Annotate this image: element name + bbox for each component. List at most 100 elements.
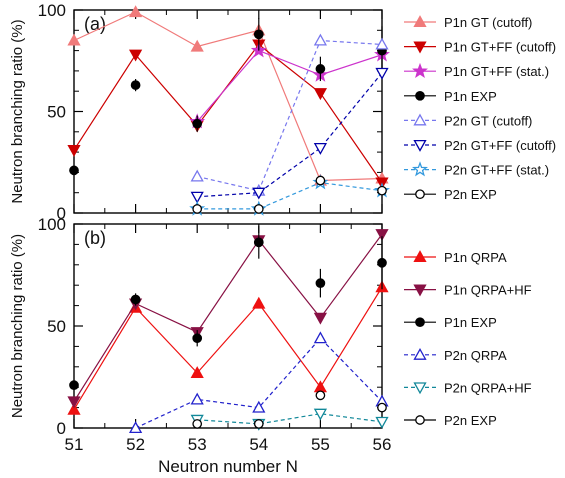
series-line bbox=[135, 337, 383, 429]
series-p1n-exp bbox=[69, 226, 387, 391]
x-tick-label: 51 bbox=[65, 435, 84, 454]
data-point bbox=[315, 175, 326, 186]
data-point bbox=[192, 204, 203, 214]
data-point bbox=[252, 296, 266, 309]
data-point bbox=[192, 333, 203, 344]
legend-label: P2n GT+FF (cutoff) bbox=[444, 138, 556, 153]
legend-label: P1n EXP bbox=[444, 315, 497, 330]
data-point bbox=[69, 165, 79, 176]
data-point bbox=[253, 419, 264, 429]
data-point bbox=[313, 312, 328, 325]
data-point bbox=[130, 294, 141, 305]
legend-marker bbox=[412, 62, 428, 78]
y-tick-label: 50 bbox=[47, 317, 66, 336]
data-point bbox=[192, 118, 203, 129]
y-tick-label: 100 bbox=[38, 1, 66, 20]
legend-label: P2n GT (cutoff) bbox=[444, 113, 532, 128]
data-point bbox=[315, 64, 326, 74]
series-p2n-gt-ff-cutoff bbox=[190, 67, 389, 204]
data-point bbox=[377, 185, 387, 196]
data-point bbox=[375, 229, 389, 242]
legend-label: P1n GT (cutoff) bbox=[444, 15, 532, 30]
data-point bbox=[377, 257, 387, 268]
series-p1n-gt-cutoff bbox=[67, 5, 389, 186]
legend: P1n GT (cutoff) P1n GT+FF (cutoff) P1n GT+… bbox=[404, 15, 556, 202]
legend-marker bbox=[413, 250, 427, 263]
legend-marker bbox=[413, 347, 427, 360]
legend-label: P2n QRPA bbox=[444, 348, 507, 363]
series-line bbox=[73, 11, 383, 182]
legend-marker bbox=[413, 15, 427, 28]
legend-marker bbox=[415, 317, 425, 328]
data-point bbox=[313, 380, 328, 393]
legend-marker bbox=[415, 415, 425, 425]
data-point bbox=[375, 416, 389, 429]
x-tick-label: 56 bbox=[373, 435, 392, 454]
legend-label: P2n GT+FF (stat.) bbox=[444, 163, 549, 178]
data-point bbox=[253, 204, 264, 214]
legend-entry: P1n GT (cutoff) bbox=[404, 15, 532, 30]
data-point bbox=[128, 5, 143, 18]
legend-entry: P2n QRPA bbox=[404, 348, 507, 363]
data-point bbox=[69, 380, 79, 391]
x-tick-label: 53 bbox=[188, 435, 207, 454]
legend-entry: P1n EXP bbox=[404, 315, 497, 330]
legend-entry: P1n GT+FF (cutoff) bbox=[404, 40, 556, 55]
series-line bbox=[73, 43, 383, 183]
legend-label: P1n QRPA bbox=[444, 250, 507, 265]
data-point bbox=[252, 187, 266, 200]
legend-marker bbox=[413, 113, 427, 126]
data-point bbox=[67, 145, 81, 157]
legend-label: P1n QRPA+HF bbox=[444, 283, 532, 298]
x-tick-label: 54 bbox=[249, 435, 268, 454]
legend-entry: P1n QRPA bbox=[404, 250, 507, 265]
data-point bbox=[190, 191, 204, 204]
data-point bbox=[67, 33, 81, 46]
x-tick-label: 55 bbox=[311, 435, 330, 454]
legend-marker bbox=[413, 382, 427, 395]
legend: P1n QRPA P1n QRPA+HF P1n EXP P2n QRPA P2n QR… bbox=[404, 250, 532, 428]
legend-entry: P2n EXP bbox=[404, 413, 497, 428]
data-point bbox=[190, 39, 204, 52]
legend-label: P1n GT+FF (cutoff) bbox=[444, 40, 556, 55]
legend-marker bbox=[413, 139, 427, 152]
series-line bbox=[197, 39, 383, 192]
data-point bbox=[252, 400, 266, 413]
y-axis-ticks: 0 50 100 bbox=[38, 215, 382, 438]
legend-marker bbox=[415, 189, 425, 200]
legend-marker bbox=[415, 90, 425, 101]
series-line bbox=[73, 233, 383, 402]
x-tick-label: 52 bbox=[126, 435, 145, 454]
legend-marker bbox=[413, 284, 427, 297]
legend-entry: P1n GT+FF (stat.) bbox=[404, 62, 549, 79]
data-point bbox=[375, 67, 389, 80]
data-point bbox=[253, 29, 264, 40]
data-point bbox=[377, 402, 387, 413]
legend-entry: P1n QRPA+HF bbox=[404, 283, 532, 298]
y-tick-label: 50 bbox=[47, 103, 66, 122]
data-point bbox=[67, 402, 81, 415]
data-point bbox=[313, 408, 328, 421]
plot-frame bbox=[73, 223, 383, 429]
legend-label: P2n EXP bbox=[444, 187, 497, 202]
data-point bbox=[190, 392, 204, 405]
data-point bbox=[313, 33, 328, 46]
y-axis-label: Neutron branching ratio (%) bbox=[9, 234, 26, 418]
data-point bbox=[313, 88, 328, 101]
plot-frame bbox=[73, 9, 383, 214]
legend-entry: P2n EXP bbox=[404, 187, 497, 202]
data-point bbox=[128, 421, 143, 434]
series-p1n-gt-ff-cutoff bbox=[67, 39, 389, 190]
x-axis-ticks bbox=[73, 10, 383, 213]
data-point bbox=[315, 390, 326, 401]
series-line bbox=[197, 72, 383, 198]
legend-entry: P2n GT+FF (cutoff) bbox=[404, 138, 556, 153]
legend-label: P1n EXP bbox=[444, 89, 497, 104]
panel-a: 0 50 100 (a) Neutron branching ratio (%) P1n … bbox=[9, 1, 556, 223]
series-line bbox=[197, 413, 383, 425]
legend-marker bbox=[413, 41, 427, 54]
y-tick-label: 0 bbox=[57, 204, 66, 223]
panel-label: (b) bbox=[84, 228, 106, 248]
y-axis-label: Neutron branching ratio (%) bbox=[9, 19, 26, 203]
series-p2n-exp bbox=[192, 390, 387, 429]
